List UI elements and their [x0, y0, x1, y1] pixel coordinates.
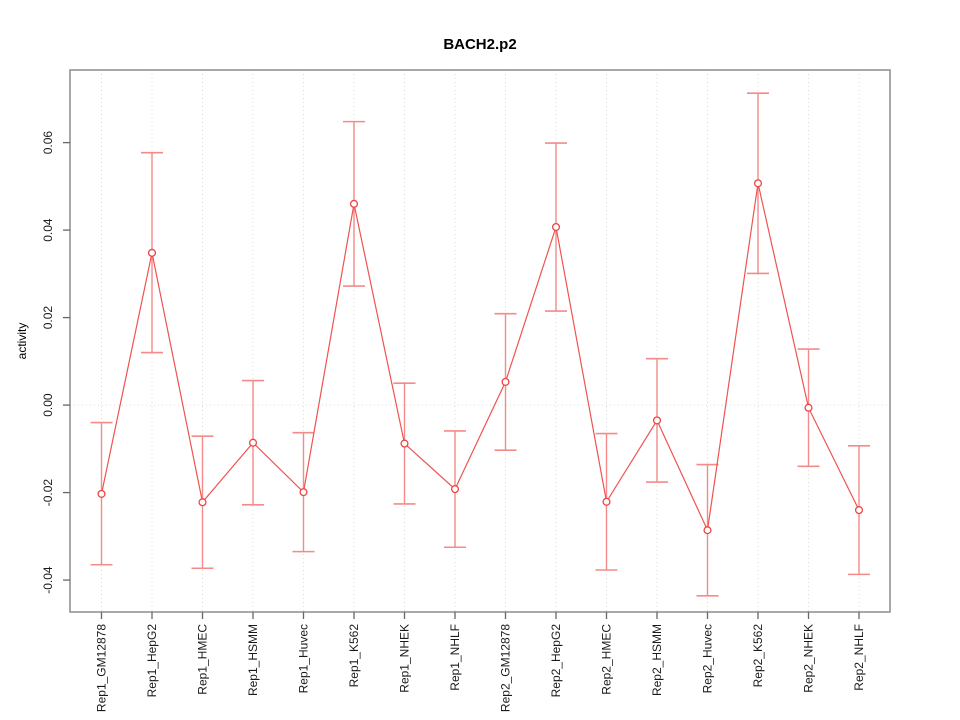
y-tick-label: 0.06	[41, 131, 55, 155]
data-point	[804, 403, 813, 412]
data-point	[248, 438, 258, 447]
plot-frame-layer	[63, 69, 891, 619]
data-point	[450, 485, 460, 494]
x-category-label: Rep1_K562	[347, 624, 361, 688]
y-axis-title: activity	[15, 323, 29, 360]
x-category-label: Rep1_HSMM	[246, 624, 260, 696]
data-point	[147, 248, 157, 257]
x-category-label: Rep2_GM12878	[499, 624, 513, 712]
data-point	[299, 488, 308, 497]
x-category-label: Rep1_GM12878	[95, 624, 109, 712]
data-point	[349, 199, 359, 208]
chart-title: BACH2.p2	[443, 36, 516, 53]
grid-layer	[70, 70, 890, 612]
axis-label-layer: -0.04 -0.02 0.00 0.02 0.04 0.06 Rep1_GM12878 Re…	[41, 131, 866, 712]
x-category-label: Rep1_HMEC	[196, 624, 210, 695]
x-category-label: Rep2_K562	[751, 624, 765, 688]
data-point	[652, 416, 662, 425]
x-category-label: Rep1_NHLF	[448, 624, 462, 691]
y-tick-label: -0.02	[41, 479, 55, 507]
x-category-label: Rep2_NHEK	[802, 624, 816, 693]
x-category-label: Rep2_NHLF	[852, 624, 866, 691]
data-layer	[90, 92, 870, 597]
data-point	[703, 526, 712, 535]
y-tick-label: 0.02	[41, 306, 55, 330]
data-point	[753, 179, 763, 188]
data-point	[501, 377, 510, 386]
x-category-label: Rep2_Huvec	[701, 624, 715, 693]
series-line	[100, 183, 860, 533]
data-point	[97, 489, 106, 498]
x-category-label: Rep2_HMEC	[600, 624, 614, 695]
y-tick-label: 0.00	[41, 393, 55, 417]
x-category-label: Rep2_HepG2	[549, 624, 563, 698]
plot-border	[69, 69, 891, 613]
y-tick-label: 0.04	[41, 218, 55, 242]
y-tick-label: -0.04	[41, 566, 55, 594]
x-category-label: Rep1_NHEK	[398, 624, 412, 693]
x-category-label: Rep1_HepG2	[145, 624, 159, 698]
data-point	[198, 498, 207, 507]
data-point	[602, 497, 611, 506]
data-point	[551, 222, 561, 232]
data-point	[854, 506, 864, 515]
data-point	[400, 439, 409, 448]
x-category-label: Rep2_HSMM	[650, 624, 664, 696]
x-category-label: Rep1_Huvec	[297, 624, 311, 693]
